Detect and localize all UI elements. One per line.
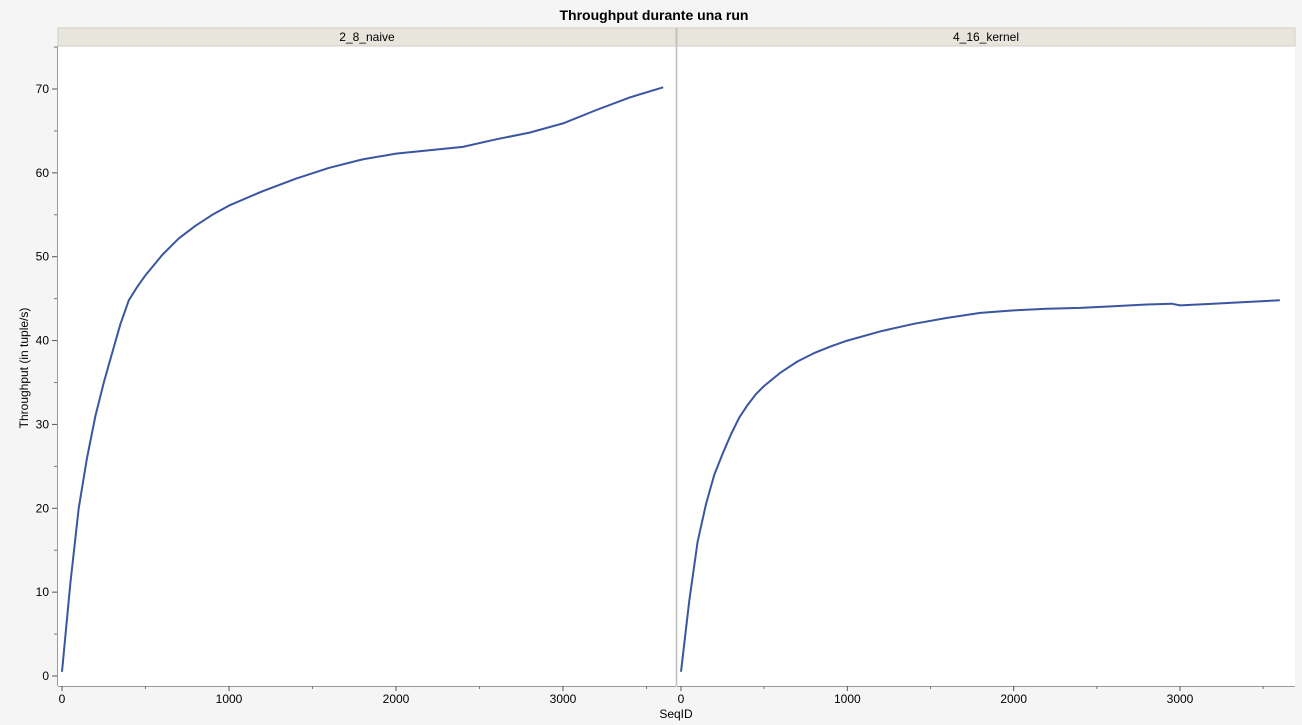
plot-area <box>677 46 1295 686</box>
x-tick-label: 0 <box>678 692 685 706</box>
plot-area <box>58 46 676 686</box>
x-axis-title: SeqID <box>659 707 693 721</box>
chart-title: Throughput durante una run <box>560 7 749 23</box>
series-line-2_8_naive <box>61 86 664 672</box>
x-tick-label: 1000 <box>834 692 861 706</box>
x-tick-label: 1000 <box>216 692 243 706</box>
x-tick-label: 3000 <box>550 692 577 706</box>
y-tick-label: 10 <box>36 585 50 599</box>
panel-2_8_naive: 2_8_naive 0 1000 2000 3000 <box>57 27 677 706</box>
series-line-4_16_kernel <box>680 299 1280 672</box>
x-tick-label: 2000 <box>1000 692 1027 706</box>
y-tick-label: 70 <box>36 82 50 96</box>
y-tick-label: 30 <box>36 417 50 431</box>
x-tick-label: 2000 <box>383 692 410 706</box>
y-tick-label: 20 <box>36 501 50 515</box>
panel-strip-label: 2_8_naive <box>339 30 395 44</box>
y-tick-label: 60 <box>36 166 50 180</box>
y-axis-title: Throughput (in tuple/s) <box>17 308 31 429</box>
y-tick-label: 0 <box>42 669 49 683</box>
x-tick-label: 3000 <box>1167 692 1194 706</box>
y-tick-label: 50 <box>36 250 50 264</box>
panel-strip-label: 4_16_kernel <box>953 30 1019 44</box>
y-tick-label: 40 <box>36 334 50 348</box>
x-tick-label: 0 <box>59 692 66 706</box>
panel-4_16_kernel: 4_16_kernel 0 1000 2000 3000 <box>676 27 1296 706</box>
